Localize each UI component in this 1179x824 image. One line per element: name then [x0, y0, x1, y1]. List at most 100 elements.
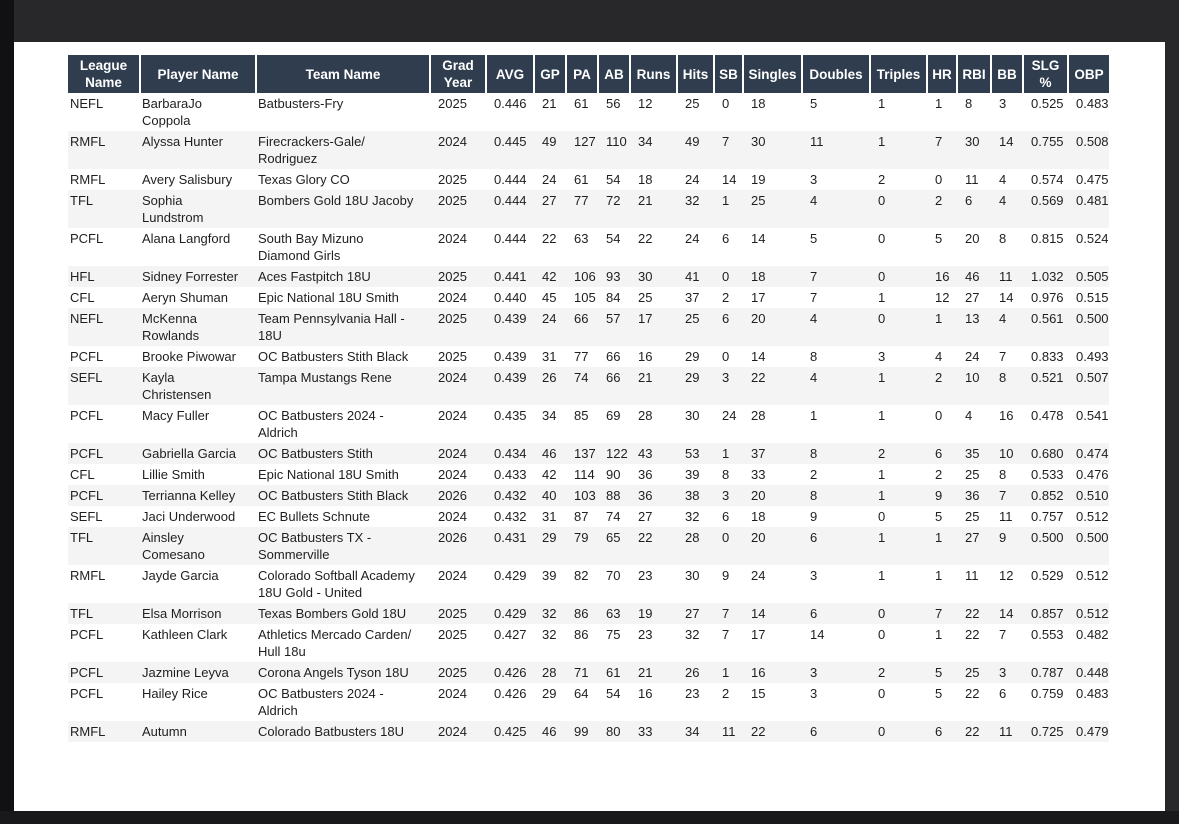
cell-team-name: Corona Angels Tyson 18U: [258, 665, 409, 680]
cell-hits: 24: [685, 172, 700, 187]
cell-ab: 66: [606, 349, 621, 364]
cell-player-name: Avery Salisbury: [142, 172, 233, 187]
cell-obp: 0.500: [1076, 530, 1109, 545]
cell-hr: 6: [935, 446, 943, 461]
cell-gp: 24: [542, 311, 557, 326]
column-header-gp: GP: [534, 55, 567, 93]
cell-team-name: OC Batbusters Stith Black: [258, 349, 409, 364]
column-header-ab: AB: [598, 55, 631, 93]
cell-avg: 0.439: [494, 349, 527, 364]
cell-sb: 2: [722, 686, 730, 701]
cell-hr: 5: [935, 686, 943, 701]
cell-avg: 0.444: [494, 172, 527, 187]
cell-slg: 0.755: [1031, 134, 1064, 149]
cell-gp: 32: [542, 627, 557, 642]
cell-triples: 0: [878, 193, 886, 208]
cell-pa: 77: [574, 193, 589, 208]
cell-avg: 0.432: [494, 488, 527, 503]
cell-singles: 18: [751, 269, 766, 284]
cell-team-name: Athletics Mercado Carden/ Hull 18u: [258, 627, 412, 659]
cell-hits: 26: [685, 665, 700, 680]
cell-slg: 0.757: [1031, 509, 1064, 524]
cell-obp: 0.515: [1076, 290, 1109, 305]
cell-rbi: 20: [965, 231, 980, 246]
cell-obp: 0.508: [1076, 134, 1109, 149]
cell-league-name: RMFL: [70, 724, 106, 739]
cell-player-name: Alana Langford: [142, 231, 231, 246]
cell-gp: 49: [542, 134, 557, 149]
cell-rbi: 30: [965, 134, 980, 149]
cell-hits: 23: [685, 686, 700, 701]
left-edge-strip: [0, 0, 14, 824]
cell-grad-year: 2024: [438, 568, 467, 583]
cell-gp: 26: [542, 370, 557, 385]
cell-hits: 29: [685, 370, 700, 385]
cell-avg: 0.432: [494, 509, 527, 524]
cell-slg: 0.561: [1031, 311, 1064, 326]
cell-runs: 43: [638, 446, 653, 461]
cell-player-name: Sidney Forrester: [142, 269, 239, 284]
cell-player-name: Sophia Lundstrom: [142, 193, 204, 225]
cell-team-name: Firecrackers-Gale/ Rodriguez: [258, 134, 365, 166]
cell-triples: 0: [878, 606, 886, 621]
cell-singles: 25: [751, 193, 766, 208]
cell-ab: 69: [606, 408, 621, 423]
cell-gp: 42: [542, 269, 557, 284]
cell-sb: 0: [722, 96, 730, 111]
cell-doubles: 3: [810, 686, 818, 701]
cell-gp: 32: [542, 606, 557, 621]
cell-triples: 0: [878, 231, 886, 246]
column-header-bb: BB: [991, 55, 1024, 93]
cell-runs: 17: [638, 311, 653, 326]
cell-gp: 46: [542, 724, 557, 739]
cell-singles: 20: [751, 311, 766, 326]
table-row: CFL Lillie Smith Epic National 18U Smith 20…: [68, 464, 1109, 485]
cell-grad-year: 2025: [438, 627, 467, 642]
cell-grad-year: 2024: [438, 408, 467, 423]
table-row: TFL Elsa Morrison Texas Bombers Gold 18U 20…: [68, 603, 1109, 624]
cell-player-name: Kathleen Clark: [142, 627, 228, 642]
cell-doubles: 4: [810, 311, 818, 326]
cell-pa: 103: [574, 488, 596, 503]
cell-team-name: OC Batbusters 2024 - Aldrich: [258, 408, 384, 440]
cell-player-name: Jaci Underwood: [142, 509, 236, 524]
header-row: League Name Player Name Team Name Grad Year…: [68, 55, 1109, 93]
cell-team-name: South Bay Mizuno Diamond Girls: [258, 231, 364, 263]
cell-pa: 66: [574, 311, 589, 326]
cell-bb: 3: [999, 665, 1007, 680]
cell-runs: 22: [638, 231, 653, 246]
cell-runs: 16: [638, 349, 653, 364]
cell-hits: 37: [685, 290, 700, 305]
cell-avg: 0.429: [494, 606, 527, 621]
cell-slg: 0.759: [1031, 686, 1064, 701]
cell-ab: 88: [606, 488, 621, 503]
table-row: SEFL Jaci Underwood EC Bullets Schnute 2024…: [68, 506, 1109, 527]
cell-avg: 0.425: [494, 724, 527, 739]
column-header-triples: Triples: [870, 55, 928, 93]
cell-rbi: 35: [965, 446, 980, 461]
cell-sb: 7: [722, 134, 730, 149]
cell-team-name: Tampa Mustangs Rene: [258, 370, 392, 385]
cell-triples: 1: [878, 488, 886, 503]
cell-sb: 3: [722, 370, 730, 385]
cell-ab: 72: [606, 193, 621, 208]
cell-league-name: PCFL: [70, 686, 104, 701]
cell-ab: 54: [606, 172, 621, 187]
cell-avg: 0.429: [494, 568, 527, 583]
cell-gp: 27: [542, 193, 557, 208]
cell-bb: 4: [999, 193, 1007, 208]
cell-avg: 0.431: [494, 530, 527, 545]
cell-avg: 0.435: [494, 408, 527, 423]
table-row: RMFL Avery Salisbury Texas Glory CO 2025 0.4…: [68, 169, 1109, 190]
cell-pa: 86: [574, 627, 589, 642]
cell-bb: 14: [999, 606, 1014, 621]
cell-obp: 0.524: [1076, 231, 1109, 246]
cell-avg: 0.427: [494, 627, 527, 642]
cell-doubles: 7: [810, 290, 818, 305]
cell-triples: 0: [878, 724, 886, 739]
cell-team-name: EC Bullets Schnute: [258, 509, 371, 524]
cell-pa: 61: [574, 96, 589, 111]
cell-player-name: Hailey Rice: [142, 686, 208, 701]
cell-bb: 11: [999, 269, 1013, 284]
cell-league-name: PCFL: [70, 446, 104, 461]
